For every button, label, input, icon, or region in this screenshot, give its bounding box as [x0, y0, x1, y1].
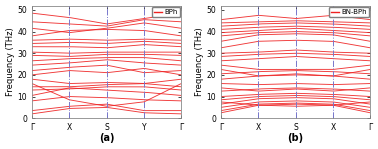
Y-axis label: Frequency (THz): Frequency (THz): [6, 28, 15, 96]
Legend: BN-BPh: BN-BPh: [329, 7, 369, 17]
X-axis label: (b): (b): [288, 134, 304, 143]
Legend: BPh: BPh: [152, 7, 180, 17]
X-axis label: (a): (a): [99, 134, 115, 143]
Y-axis label: Frequency (THz): Frequency (THz): [195, 28, 204, 96]
